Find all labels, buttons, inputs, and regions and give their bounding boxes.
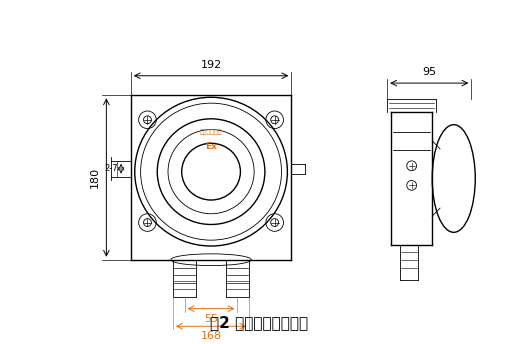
Text: 55: 55 — [204, 313, 218, 324]
Text: 严禁带电开盖: 严禁带电开盖 — [200, 130, 222, 135]
Text: 192: 192 — [200, 60, 222, 70]
Text: 95: 95 — [422, 67, 436, 77]
Text: Ex: Ex — [205, 142, 217, 151]
Text: 180: 180 — [89, 167, 100, 188]
Text: 图2 外型与安装孔尺寸: 图2 外型与安装孔尺寸 — [210, 315, 308, 330]
Text: 2-7: 2-7 — [104, 164, 118, 173]
Text: 168: 168 — [200, 331, 222, 341]
